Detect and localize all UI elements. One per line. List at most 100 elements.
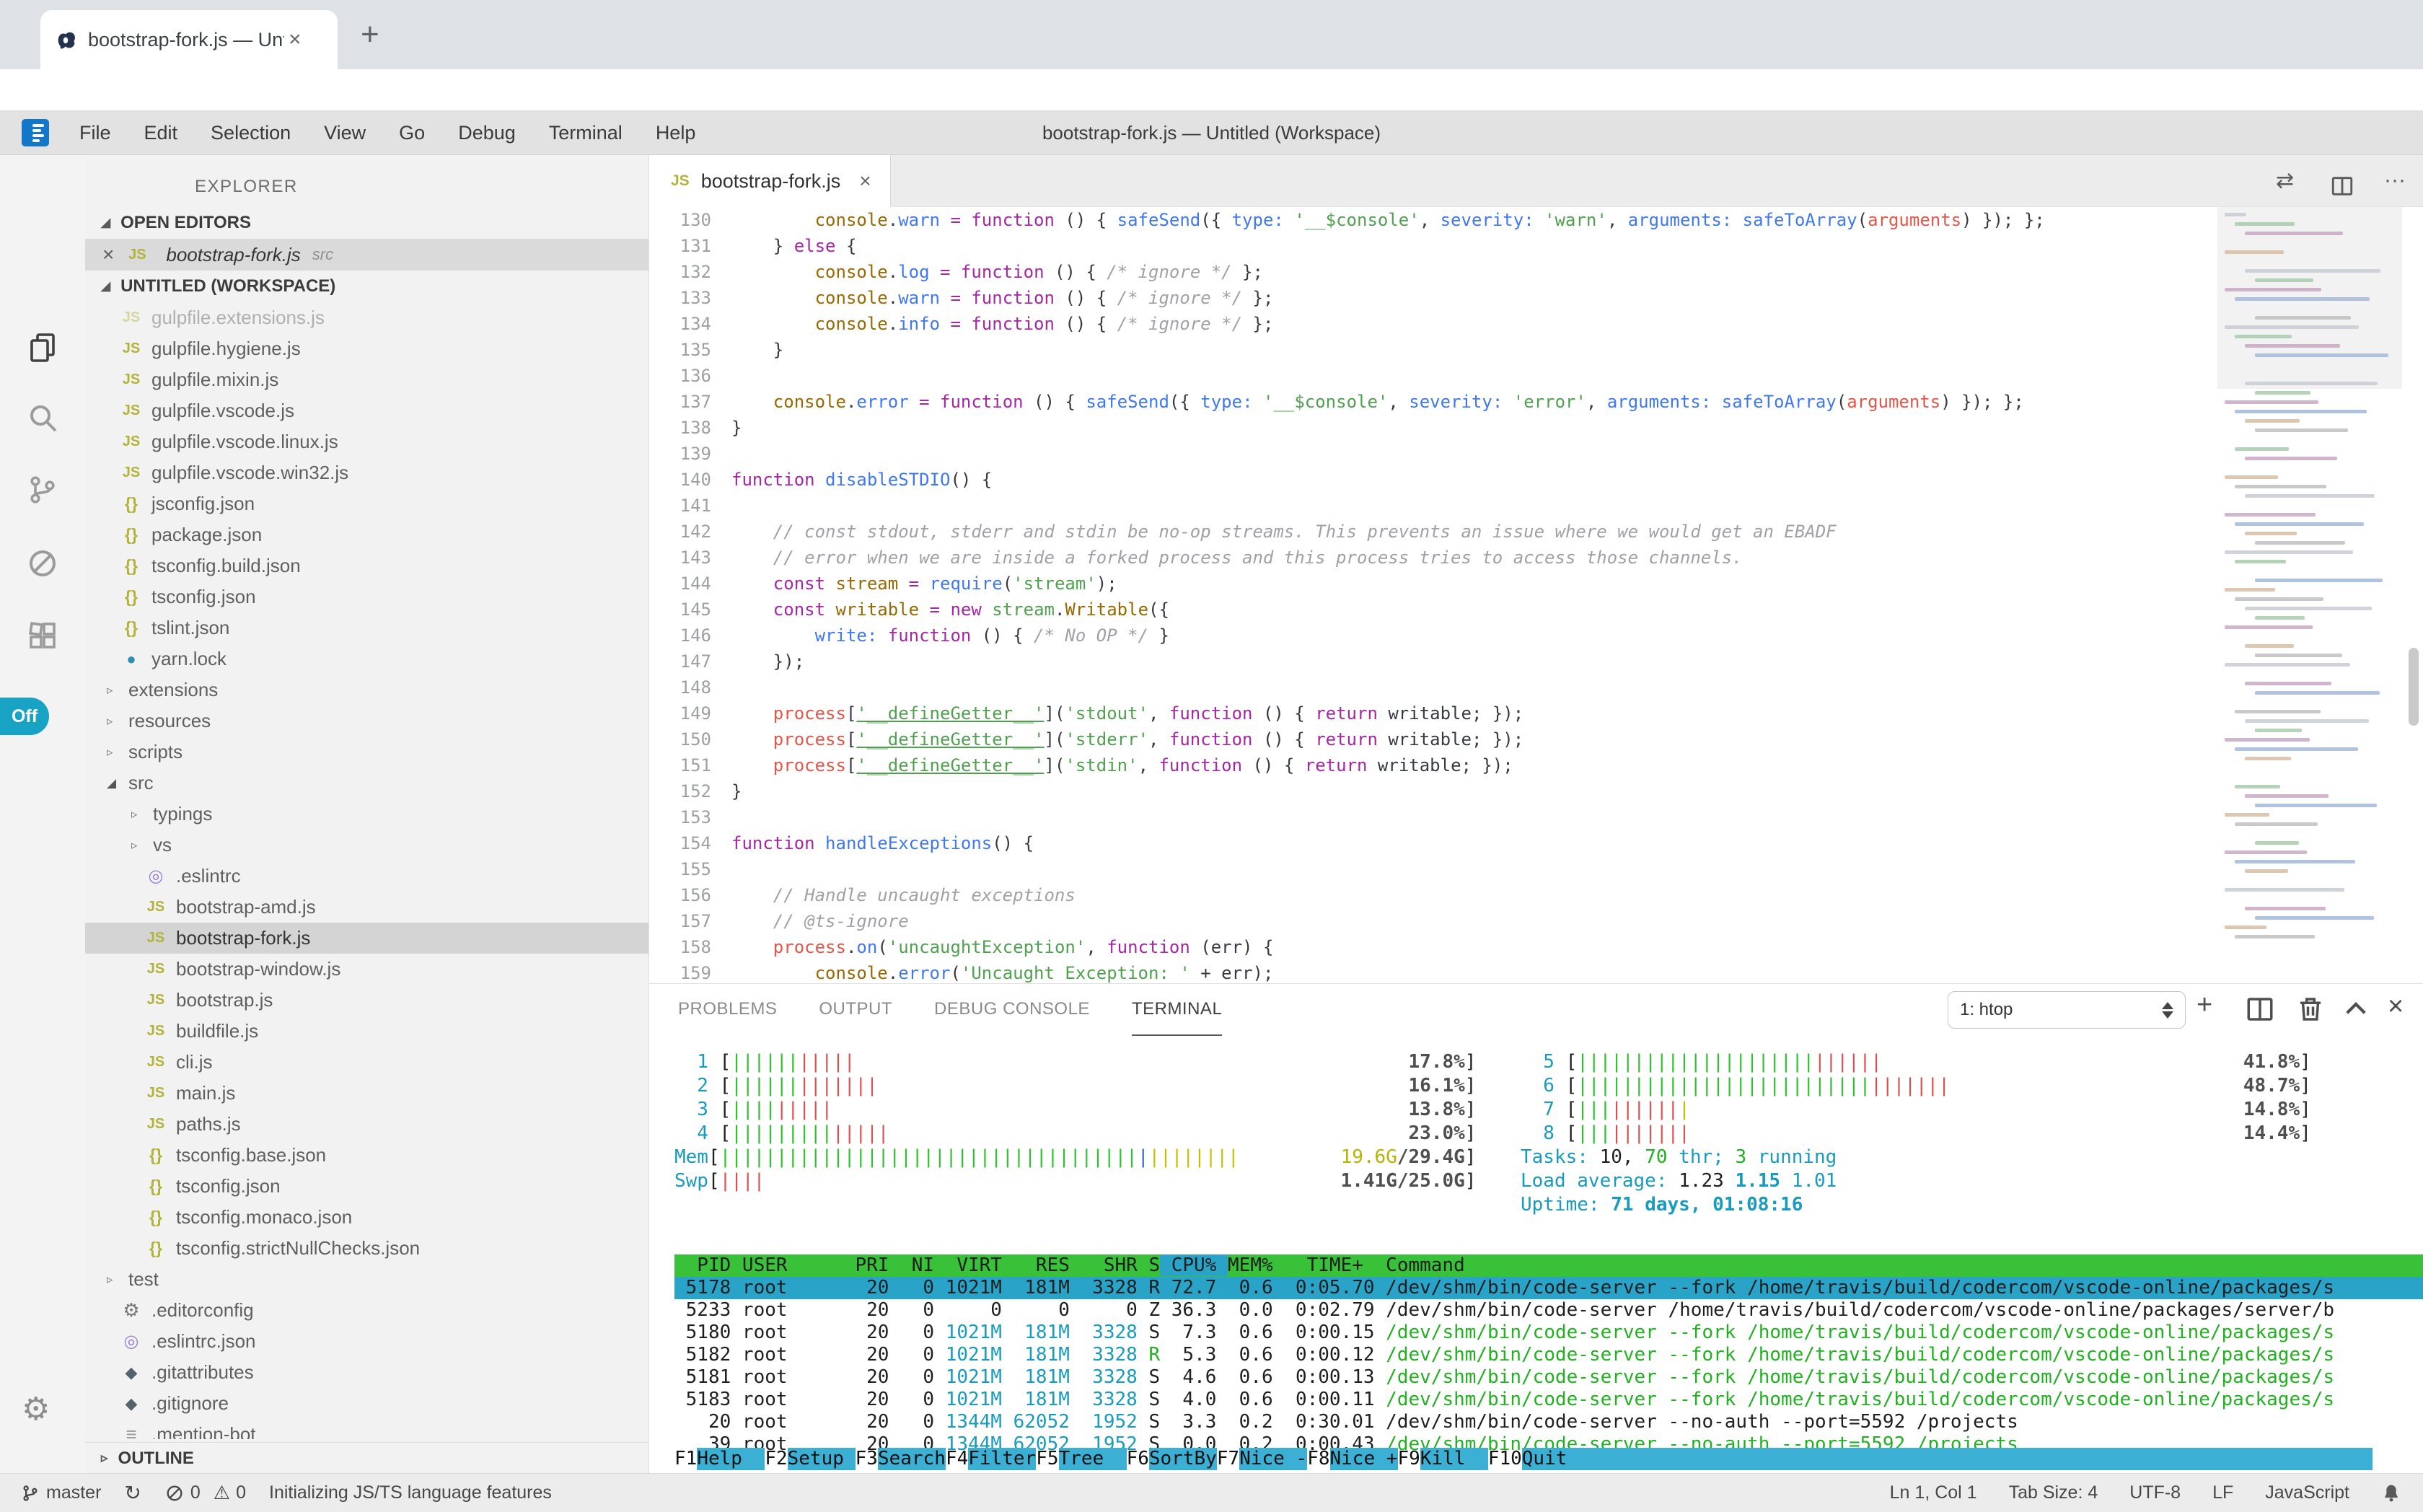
tree-item-paths.js[interactable]: JSpaths.js xyxy=(85,1109,649,1140)
terminal-output[interactable]: 1 [||||||||||| 17.8%] 5 [|||||||||||||||… xyxy=(674,1050,2423,1473)
editor-tab[interactable]: JS bootstrap-fork.js × xyxy=(649,155,891,207)
menu-help[interactable]: Help xyxy=(656,122,696,144)
tree-item-tsconfig.strictNullChecks.json[interactable]: {}tsconfig.strictNullChecks.json xyxy=(85,1233,649,1264)
open-editor-item[interactable]: × JS bootstrap-fork.js src xyxy=(85,239,649,271)
tree-item-tsconfig.base.json[interactable]: {}tsconfig.base.json xyxy=(85,1140,649,1171)
open-changes-icon[interactable]: ⇄ xyxy=(2276,168,2294,193)
browser-tab[interactable]: bootstrap-fork.js — Untitled (W × xyxy=(40,10,338,69)
sync-item[interactable]: ↻ xyxy=(124,1481,141,1505)
menu-go[interactable]: Go xyxy=(399,122,425,144)
new-terminal-icon[interactable]: + xyxy=(2196,990,2212,1021)
tree-item-tsconfig.json[interactable]: {}tsconfig.json xyxy=(85,1171,649,1202)
tree-item-resources[interactable]: ▹resources xyxy=(85,706,649,737)
status-right-items: Ln 1, Col 1 Tab Size: 4 UTF-8 LF JavaScript xyxy=(1890,1482,2401,1503)
close-icon[interactable]: × xyxy=(102,243,114,266)
tree-item-package.json[interactable]: {}package.json xyxy=(85,519,649,550)
tree-item-.mention-bot[interactable]: ≡.mention-bot xyxy=(85,1419,649,1439)
tree-item-.eslintrc[interactable]: ◎.eslintrc xyxy=(85,861,649,892)
tree-item-test[interactable]: ▹test xyxy=(85,1264,649,1295)
kill-terminal-trash-icon[interactable] xyxy=(2295,994,2326,1032)
chevron-collapsed-icon: ▹ xyxy=(107,683,128,698)
outline-header[interactable]: ▹OUTLINE xyxy=(85,1442,649,1473)
tree-item-extensions[interactable]: ▹extensions xyxy=(85,674,649,706)
editor-scrollbar[interactable] xyxy=(2409,648,2419,726)
tree-item-bootstrap-window.js[interactable]: JSbootstrap-window.js xyxy=(85,954,649,985)
menu-debug[interactable]: Debug xyxy=(458,122,516,144)
menu-selection[interactable]: Selection xyxy=(211,122,291,144)
status-eol[interactable]: LF xyxy=(2212,1482,2233,1503)
tree-item-typings[interactable]: ▹typings xyxy=(85,799,649,830)
minimap-line xyxy=(2245,644,2294,648)
minimap-line xyxy=(2245,419,2300,423)
menu-terminal[interactable]: Terminal xyxy=(549,122,623,144)
off-badge[interactable]: Off xyxy=(0,698,49,735)
tree-item-tsconfig.json[interactable]: {}tsconfig.json xyxy=(85,581,649,612)
tree-item-gulpfile.vscode.js[interactable]: JSgulpfile.vscode.js xyxy=(85,395,649,426)
tree-item-tsconfig.monaco.json[interactable]: {}tsconfig.monaco.json xyxy=(85,1202,649,1233)
htop-function-key-bar: F1HelpF2SetupF3SearchF4FilterF5TreeF6Sor… xyxy=(674,1448,2373,1470)
tree-item-gulpfile.vscode.linux.js[interactable]: JSgulpfile.vscode.linux.js xyxy=(85,426,649,457)
open-editors-header[interactable]: ◢OPEN EDITORS xyxy=(85,207,649,239)
panel-tab-output[interactable]: OUTPUT xyxy=(819,984,892,1036)
settings-gear-icon[interactable]: ⚙ xyxy=(22,1391,56,1425)
tree-item-.gitattributes[interactable]: ◆.gitattributes xyxy=(85,1357,649,1388)
code-line-151: 151 process['__defineGetter__']('stdin',… xyxy=(649,752,2423,778)
tree-item-buildfile.js[interactable]: JSbuildfile.js xyxy=(85,1016,649,1047)
tree-item-.gitignore[interactable]: ◆.gitignore xyxy=(85,1388,649,1419)
tree-item-.editorconfig[interactable]: ⚙.editorconfig xyxy=(85,1295,649,1326)
minimap-line xyxy=(2235,485,2326,488)
tab-close-icon[interactable]: × xyxy=(289,27,302,52)
status-cursor-position[interactable]: Ln 1, Col 1 xyxy=(1890,1482,1977,1503)
source-control-icon[interactable] xyxy=(25,472,60,507)
problems-item[interactable]: 0 ⚠ 0 xyxy=(164,1482,246,1504)
tree-item-tslint.json[interactable]: {}tslint.json xyxy=(85,612,649,643)
status-tab-size[interactable]: Tab Size: 4 xyxy=(2009,1482,2098,1503)
workspace-header[interactable]: ◢UNTITLED (WORKSPACE) xyxy=(85,271,649,302)
open-editor-name: bootstrap-fork.js xyxy=(166,244,300,266)
close-icon[interactable]: × xyxy=(859,170,871,193)
status-encoding[interactable]: UTF-8 xyxy=(2129,1482,2181,1503)
extensions-icon[interactable] xyxy=(25,618,60,653)
tree-item-yarn.lock[interactable]: ●yarn.lock xyxy=(85,643,649,674)
tree-item-bootstrap.js[interactable]: JSbootstrap.js xyxy=(85,985,649,1016)
tree-item-jsconfig.json[interactable]: {}jsconfig.json xyxy=(85,488,649,519)
fkey-label-sortby: SortBy xyxy=(1149,1448,1217,1470)
explorer-icon[interactable] xyxy=(25,330,60,364)
tree-item-tsconfig.build.json[interactable]: {}tsconfig.build.json xyxy=(85,550,649,581)
tree-item-cli.js[interactable]: JScli.js xyxy=(85,1047,649,1078)
code-editor[interactable]: 130 console.warn = function () { safeSen… xyxy=(649,207,2423,983)
tree-item-scripts[interactable]: ▹scripts xyxy=(85,737,649,768)
menu-edit[interactable]: Edit xyxy=(144,122,178,144)
tree-item-bootstrap-amd.js[interactable]: JSbootstrap-amd.js xyxy=(85,892,649,923)
panel-tab-debug-console[interactable]: DEBUG CONSOLE xyxy=(934,984,1090,1036)
debug-icon[interactable] xyxy=(25,546,60,581)
app-logo-icon[interactable] xyxy=(22,119,49,146)
status-language-mode[interactable]: JavaScript xyxy=(2265,1482,2349,1503)
close-panel-icon[interactable]: × xyxy=(2388,991,2404,1022)
split-editor-icon[interactable] xyxy=(2330,174,2354,204)
panel-tab-problems[interactable]: PROBLEMS xyxy=(678,984,777,1036)
minimap[interactable] xyxy=(2217,207,2402,983)
menu-file[interactable]: File xyxy=(79,122,111,144)
split-terminal-icon[interactable] xyxy=(2245,994,2275,1032)
tree-item-.eslintrc.json[interactable]: ◎.eslintrc.json xyxy=(85,1326,649,1357)
panel-tab-terminal[interactable]: TERMINAL xyxy=(1132,984,1222,1036)
search-icon[interactable] xyxy=(25,400,60,435)
more-actions-icon[interactable]: ··· xyxy=(2384,168,2406,193)
menu-view[interactable]: View xyxy=(324,122,366,144)
tree-item-vs[interactable]: ▹vs xyxy=(85,830,649,861)
tree-item-label: cli.js xyxy=(176,1051,213,1073)
tree-item-gulpfile.mixin.js[interactable]: JSgulpfile.mixin.js xyxy=(85,364,649,395)
notifications-bell-icon[interactable] xyxy=(2381,1483,2401,1503)
tree-item-main.js[interactable]: JSmain.js xyxy=(85,1078,649,1109)
maximize-panel-icon[interactable] xyxy=(2341,994,2371,1032)
tree-item-gulpfile.vscode.win32.js[interactable]: JSgulpfile.vscode.win32.js xyxy=(85,457,649,488)
tree-item-src[interactable]: ◢src xyxy=(85,768,649,799)
tree-item-label: .editorconfig xyxy=(151,1299,254,1322)
git-branch-item[interactable]: master xyxy=(20,1482,101,1503)
tree-item-gulpfile.hygiene.js[interactable]: JSgulpfile.hygiene.js xyxy=(85,333,649,364)
terminal-select[interactable]: 1: htop xyxy=(1948,991,2186,1029)
tree-item-bootstrap-fork.js[interactable]: JSbootstrap-fork.js xyxy=(85,923,649,954)
new-tab-button[interactable]: + xyxy=(361,19,379,50)
tree-item-gulpfile.extensions.js[interactable]: JSgulpfile.extensions.js xyxy=(85,302,649,333)
